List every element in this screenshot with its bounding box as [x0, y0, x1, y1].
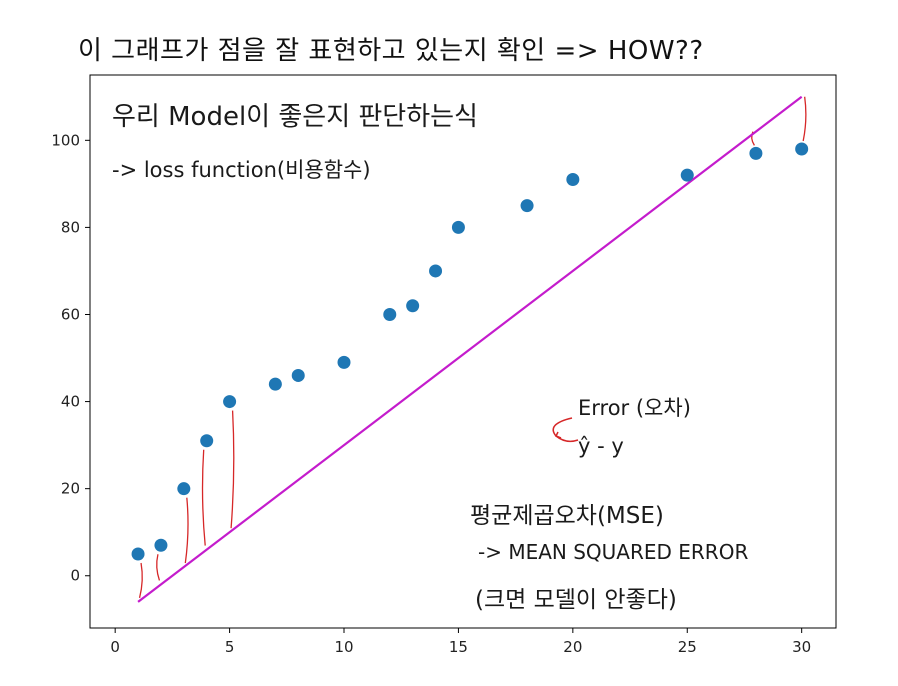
data-point — [429, 264, 443, 278]
y-tick-label: 60 — [61, 305, 80, 323]
annotation-mse-korean: 평균제곱오차(MSE) — [470, 503, 664, 529]
x-tick-label: 25 — [678, 638, 697, 656]
curved-arrow-mark — [552, 417, 579, 443]
residual-mark — [802, 96, 807, 142]
residual-mark — [201, 449, 206, 546]
data-point — [177, 482, 191, 496]
y-tick-label: 40 — [61, 393, 80, 411]
y-axis: 0 20 40 60 80 100 — [51, 131, 90, 585]
annotation-model-judge: 우리 Model이 좋은지 판단하는식 — [112, 102, 478, 132]
x-tick-label: 5 — [225, 638, 235, 656]
residual-mark — [184, 497, 189, 564]
data-point — [200, 434, 214, 448]
data-point — [451, 220, 465, 234]
residual-marks — [138, 96, 807, 599]
y-tick-label: 100 — [51, 131, 80, 149]
x-axis: 0 5 10 15 20 25 30 — [110, 628, 811, 656]
residual-mark — [751, 131, 755, 146]
data-point — [520, 199, 534, 213]
data-point — [291, 368, 305, 382]
data-point — [131, 547, 145, 561]
annotation-loss-function: -> loss function(비용함수) — [112, 158, 371, 182]
y-tick-label: 20 — [61, 480, 80, 498]
x-tick-label: 30 — [792, 638, 811, 656]
regression-line — [137, 95, 803, 603]
data-point — [383, 307, 397, 321]
data-point — [566, 173, 580, 187]
annotation-mse-english: -> MEAN SQUARED ERROR — [478, 540, 749, 564]
x-tick-label: 20 — [563, 638, 582, 656]
residual-mark — [138, 562, 143, 599]
y-tick-label: 80 — [61, 218, 80, 236]
x-tick-label: 10 — [334, 638, 353, 656]
page-title: 이 그래프가 점을 잘 표현하고 있는지 확인 => HOW?? — [78, 36, 704, 66]
error-arrow-mark — [552, 417, 579, 443]
data-point — [154, 538, 168, 552]
x-tick-label: 15 — [449, 638, 468, 656]
annotation-error: Error (오차) — [578, 396, 691, 420]
residual-mark — [230, 410, 235, 529]
data-point — [406, 299, 420, 313]
data-points — [131, 142, 809, 561]
data-point — [268, 377, 282, 391]
annotation-error-formula: ŷ - y — [578, 434, 624, 458]
y-tick-label: 0 — [70, 567, 80, 585]
data-point — [680, 168, 694, 182]
arrow-head-mark — [554, 431, 562, 439]
x-tick-label: 0 — [110, 638, 120, 656]
data-point — [337, 355, 351, 369]
data-point — [223, 395, 237, 409]
data-point — [795, 142, 809, 156]
residual-mark — [156, 554, 161, 581]
annotation-mse-note: (크면 모델이 안좋다) — [475, 587, 677, 613]
axes-frame — [89, 74, 837, 629]
data-point — [749, 146, 763, 160]
